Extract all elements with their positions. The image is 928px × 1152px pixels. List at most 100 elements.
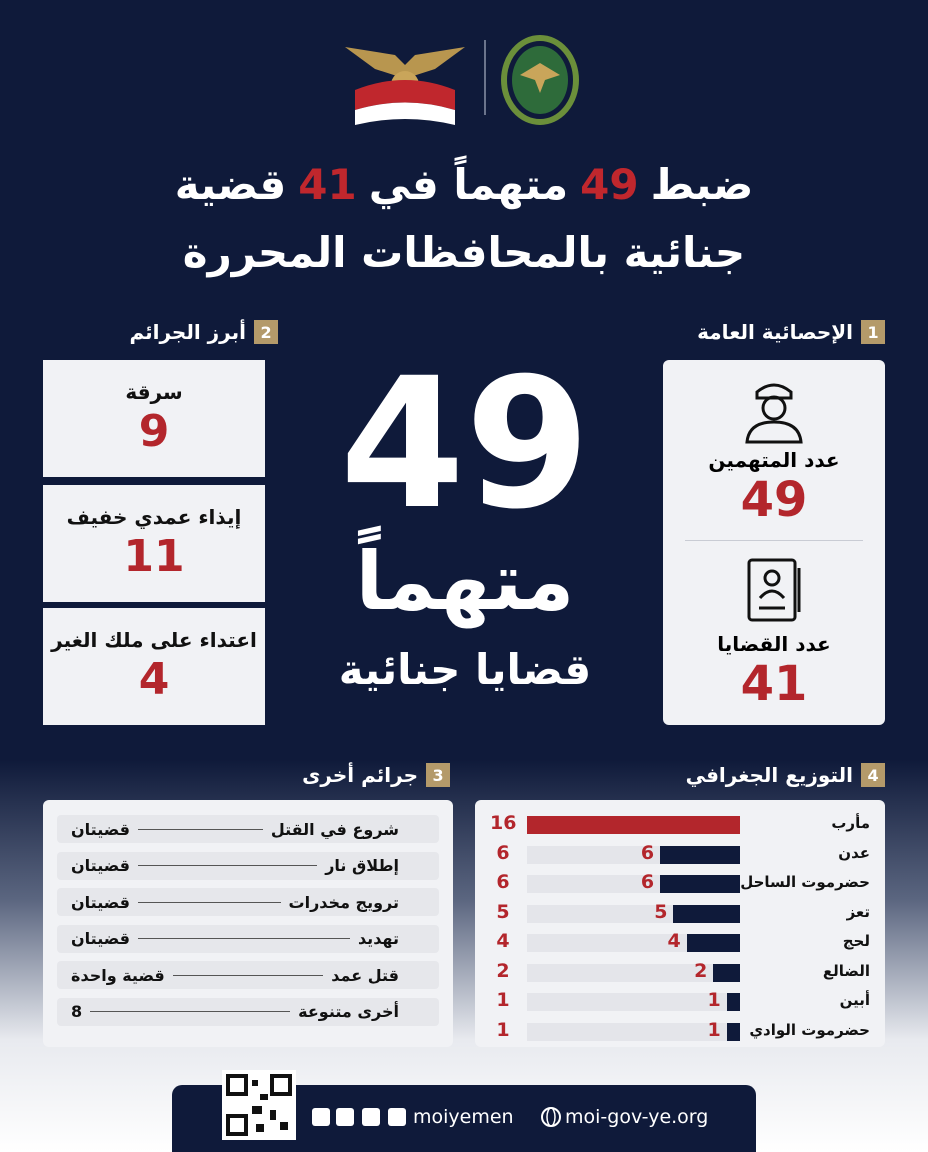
crime-value: 9 bbox=[138, 406, 170, 457]
geo-row: مأرب 16 bbox=[490, 812, 870, 836]
bar-track bbox=[527, 1022, 740, 1041]
section-number: 2 bbox=[254, 320, 278, 344]
globe-icon bbox=[541, 1107, 561, 1127]
bar-label: 1 bbox=[707, 1018, 721, 1041]
section-header: 2 أبرز الجرائم bbox=[129, 320, 278, 344]
region-name: أبين bbox=[839, 991, 870, 1009]
center-number: 49 bbox=[339, 340, 591, 549]
website: moi-gov-ye.org bbox=[565, 1106, 709, 1128]
section-number: 3 bbox=[426, 763, 450, 787]
geo-row: حضرموت الساحل 6 6 bbox=[490, 871, 870, 895]
crime-label: اعتداء على ملك الغير bbox=[51, 628, 257, 652]
crime-count: قضية واحدة bbox=[71, 965, 165, 985]
section-number: 1 bbox=[861, 320, 885, 344]
qr-code bbox=[222, 1070, 296, 1140]
region-name: حضرموت الوادي bbox=[749, 1020, 870, 1039]
center-subtitle: قضايا جنائية bbox=[338, 645, 592, 694]
crime-card: سرقة 9 bbox=[43, 360, 265, 477]
bar bbox=[726, 993, 740, 1011]
crime-label: سرقة bbox=[125, 380, 183, 404]
bar-label: 4 bbox=[667, 930, 681, 952]
bar-label: 2 bbox=[694, 959, 708, 982]
crime-value: 11 bbox=[123, 531, 185, 582]
bar-label: 6 bbox=[640, 841, 655, 864]
other-crime-row: شروع في القتل قضيتان bbox=[57, 815, 439, 843]
section-title: أبرز الجرائم bbox=[129, 320, 246, 344]
section-number: 4 bbox=[861, 763, 885, 787]
geo-row: لحج 4 4 bbox=[490, 930, 870, 954]
region-value: 2 bbox=[496, 959, 510, 982]
section-header: 3 جرائم أخرى bbox=[302, 763, 450, 787]
region-value: 6 bbox=[496, 841, 510, 864]
title-line2: جنائية بالمحافظات المحررة bbox=[182, 228, 746, 277]
dash bbox=[137, 938, 350, 939]
geo-row: تعز 5 5 bbox=[490, 900, 870, 925]
title-number: 41 bbox=[298, 160, 357, 209]
crime-count: قضيتان bbox=[71, 819, 130, 839]
title-part: ضبط bbox=[650, 160, 754, 209]
section-header: 4 التوزيع الجغرافي bbox=[686, 763, 885, 787]
bar bbox=[686, 934, 740, 952]
section-title: جرائم أخرى bbox=[302, 763, 418, 787]
bar-track bbox=[527, 963, 740, 982]
region-value: 4 bbox=[496, 930, 510, 952]
stats-card: عدد المتهمين 49 عدد القضايا 41 bbox=[663, 360, 885, 725]
crime-name: ترويج مخدرات bbox=[288, 892, 399, 912]
bar bbox=[660, 875, 740, 893]
center-word: متهماً bbox=[355, 535, 575, 628]
region-name: تعز bbox=[846, 902, 870, 921]
geo-row: عدن 6 6 bbox=[490, 841, 870, 866]
other-crime-row: ترويج مخدرات قضيتان bbox=[57, 888, 439, 916]
crime-label: إيذاء عمدي خفيف bbox=[66, 505, 242, 529]
crime-name: قتل عمد bbox=[331, 965, 399, 985]
region-value: 1 bbox=[496, 989, 510, 1011]
section-title: التوزيع الجغرافي bbox=[685, 763, 853, 787]
bar bbox=[527, 816, 740, 834]
geo-row: حضرموت الوادي 1 1 bbox=[490, 1018, 870, 1043]
region-name: حضرموت الساحل bbox=[740, 873, 870, 891]
stat-value: 41 bbox=[740, 656, 808, 712]
bar-label: 1 bbox=[707, 989, 721, 1011]
crime-name: شروع في القتل bbox=[270, 819, 399, 839]
crime-card: إيذاء عمدي خفيف 11 bbox=[43, 485, 265, 602]
section-title: الإحصائية العامة bbox=[697, 320, 853, 344]
divider bbox=[685, 540, 863, 541]
section-header: 1 الإحصائية العامة bbox=[697, 320, 885, 344]
region-name: مأرب bbox=[831, 814, 870, 832]
region-value: 6 bbox=[496, 871, 510, 893]
region-value: 16 bbox=[490, 812, 517, 834]
social-icons bbox=[312, 1108, 406, 1126]
dash bbox=[90, 1011, 291, 1012]
region-name: لحج bbox=[842, 932, 870, 950]
crime-name: تهديد bbox=[357, 929, 399, 948]
region-name: الضالع bbox=[822, 961, 870, 980]
stat-label: عدد القضايا bbox=[717, 632, 831, 656]
dash bbox=[137, 828, 263, 830]
other-crime-row: إطلاق نار قضيتان bbox=[57, 851, 439, 880]
logos bbox=[345, 35, 579, 125]
bar-label: 6 bbox=[640, 871, 655, 893]
crime-count: 8 bbox=[71, 1002, 83, 1021]
bar bbox=[713, 963, 740, 982]
dash bbox=[137, 865, 318, 866]
crime-name: إطلاق نار bbox=[325, 856, 399, 875]
crime-count: قضيتان bbox=[71, 892, 130, 912]
bar bbox=[660, 845, 740, 864]
crime-value: 4 bbox=[138, 654, 170, 705]
title-number: 49 bbox=[580, 160, 639, 209]
bar bbox=[673, 904, 740, 923]
social-handle: moiyemen bbox=[413, 1106, 514, 1128]
other-crime-row: قتل عمد قضية واحدة bbox=[57, 961, 439, 989]
other-crime-row: تهديد قضيتان bbox=[57, 924, 439, 953]
title-part: قضية bbox=[174, 160, 287, 209]
title-line1: ضبط 49 متهماً في 41 قضية bbox=[0, 160, 928, 209]
dash bbox=[172, 974, 324, 976]
stat-value: 49 bbox=[740, 472, 808, 528]
icon-person bbox=[745, 383, 803, 444]
region-value: 5 bbox=[496, 900, 510, 923]
crime-count: قضيتان bbox=[71, 856, 130, 875]
icon-file bbox=[747, 558, 801, 622]
stat-label: عدد المتهمين bbox=[708, 448, 840, 472]
dash bbox=[137, 901, 281, 903]
